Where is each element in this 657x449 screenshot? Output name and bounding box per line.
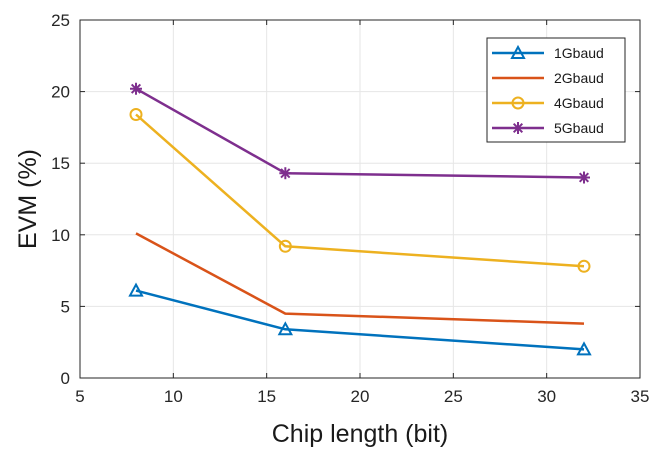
y-tick-label: 5: [61, 297, 70, 316]
grid-lines: [80, 20, 640, 378]
series-layer: [128, 82, 592, 356]
series-5gbaud: [130, 82, 590, 184]
series-4gbaud: [129, 108, 591, 273]
x-tick-label: 35: [631, 387, 650, 406]
data-point-4gbaud: [129, 108, 143, 122]
legend-label-4gbaud: 4Gbaud: [554, 95, 604, 111]
series-1gbaud: [128, 282, 592, 356]
asterisk-stroke: [280, 168, 291, 179]
x-tick-label: 25: [444, 387, 463, 406]
data-point-5gbaud: [130, 82, 142, 95]
legend-label-5gbaud: 5Gbaud: [554, 120, 604, 136]
legend-label-2gbaud: 2Gbaud: [554, 70, 604, 86]
y-tick-label: 25: [51, 11, 70, 30]
x-tick-label: 15: [257, 387, 276, 406]
series-2gbaud: [135, 232, 585, 325]
asterisk-stroke: [578, 172, 590, 183]
x-tick-label: 5: [75, 387, 84, 406]
legend-entry-2gbaud: 2Gbaud: [492, 70, 604, 86]
legend-box: [486, 37, 626, 143]
legend-label-1gbaud: 1Gbaud: [554, 45, 604, 61]
asterisk-stroke: [512, 122, 524, 134]
axis-ticks: [79, 19, 641, 379]
y-tick-label: 10: [51, 226, 70, 245]
data-point-5gbaud: [578, 171, 590, 184]
legend-marker-5gbaud: [512, 122, 524, 134]
legend: 1Gbaud 2Gbaud 4Gbaud 5Gbaud: [486, 37, 626, 143]
x-tick-label: 30: [537, 387, 556, 406]
data-point-1gbaud: [576, 341, 592, 356]
x-axis-label: Chip length (bit): [272, 420, 448, 448]
series-line-1gbaud: [135, 289, 585, 351]
series-line-4gbaud: [135, 113, 585, 268]
y-axis-label: EVM (%): [14, 149, 42, 249]
data-point-4gbaud: [577, 259, 591, 273]
legend-entry-5gbaud: 5Gbaud: [492, 120, 604, 136]
legend-marker-1gbaud: [510, 44, 526, 59]
x-tick-label: 20: [351, 387, 370, 406]
data-point-1gbaud: [128, 282, 144, 297]
legend-entry-4gbaud: 4Gbaud: [492, 95, 604, 111]
series-line-2gbaud: [135, 232, 585, 325]
data-point-1gbaud: [277, 321, 294, 336]
y-tick-label: 0: [61, 369, 70, 388]
legend-entry-1gbaud: 1Gbaud: [492, 44, 604, 61]
y-tick-label: 15: [51, 154, 70, 173]
data-point-4gbaud: [278, 239, 292, 253]
legend-marker-4gbaud: [511, 96, 525, 110]
y-tick-label: 20: [51, 83, 70, 102]
asterisk-stroke: [130, 83, 142, 94]
x-tick-label: 10: [164, 387, 183, 406]
data-point-5gbaud: [279, 167, 292, 180]
